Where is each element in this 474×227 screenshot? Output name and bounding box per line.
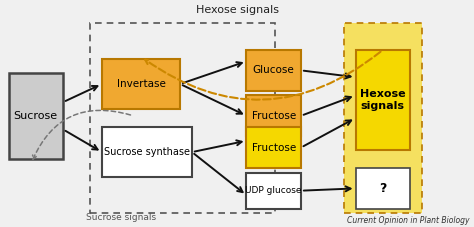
Text: Sucrose: Sucrose [14,111,58,121]
Text: Fructose: Fructose [252,143,296,153]
Text: Sucrose synthase: Sucrose synthase [104,147,190,157]
FancyBboxPatch shape [246,50,301,91]
Text: Glucose: Glucose [253,65,295,75]
Text: Hexose
signals: Hexose signals [360,89,406,111]
Text: Hexose signals: Hexose signals [195,5,279,15]
FancyBboxPatch shape [102,59,180,109]
Text: Invertase: Invertase [117,79,165,89]
FancyBboxPatch shape [356,168,410,209]
Text: ?: ? [379,182,386,195]
FancyBboxPatch shape [9,73,63,159]
Text: Sucrose signals: Sucrose signals [86,213,156,222]
FancyBboxPatch shape [102,127,192,177]
Text: Fructose: Fructose [252,111,296,121]
FancyBboxPatch shape [344,23,422,213]
FancyBboxPatch shape [246,95,301,136]
FancyBboxPatch shape [246,173,301,209]
Text: UDP glucose: UDP glucose [246,186,302,195]
Text: Current Opinion in Plant Biology: Current Opinion in Plant Biology [347,216,469,225]
FancyBboxPatch shape [356,50,410,150]
FancyBboxPatch shape [246,127,301,168]
